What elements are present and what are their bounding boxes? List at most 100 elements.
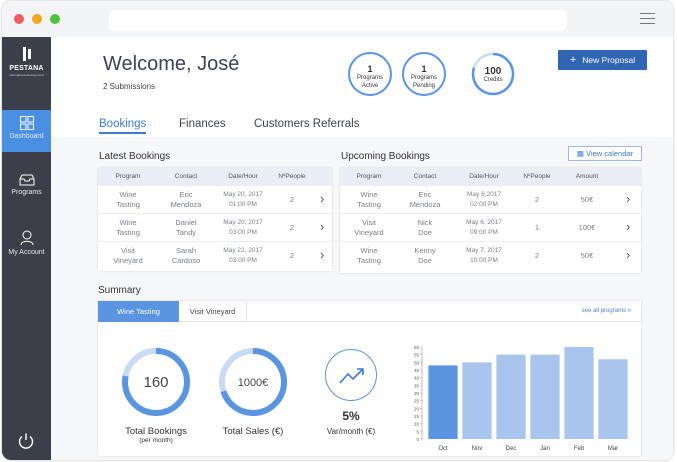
y-tick-label: 20: [414, 406, 420, 411]
latest-bookings-table: Program Contact Date/Hour NºPeople Wine T…: [98, 168, 332, 271]
chevron-right-icon[interactable]: ›: [626, 219, 631, 234]
upcoming-bookings-title: Upcoming Bookings: [341, 151, 430, 162]
tab-visit-vineyard[interactable]: Visit Vineyard: [179, 301, 247, 322]
programs-pending-stat: 1 Programs Pending: [402, 52, 446, 96]
sidebar-item-my-account[interactable]: My Account: [2, 224, 51, 266]
credits-label: Credits: [483, 77, 503, 83]
inbox-tray-icon: [19, 174, 34, 186]
tab-bar: Bookings Finances Customers Referrals: [51, 103, 673, 137]
cell-date: May 20, 2017 01:00 PM: [223, 191, 263, 208]
brand-name: PESTANA: [9, 65, 44, 72]
summary-panel: Wine Tasting Visit Vineyard see all prog…: [98, 301, 641, 456]
table-row[interactable]: Wine Tasting Eric Mendoza May 20, 2017 01:0…: [98, 185, 332, 213]
x-tick-label: Jan: [540, 446, 550, 452]
power-icon[interactable]: [17, 432, 35, 450]
column-header: Date/Hour: [228, 173, 258, 180]
cell-amount: 100€: [578, 223, 596, 232]
sidebar-item-programs[interactable]: Programs: [2, 168, 51, 210]
y-tick-label: 45: [414, 368, 420, 373]
total-bookings-sub: (per month): [139, 437, 173, 444]
y-tick-label: 0: [416, 437, 419, 442]
table-row[interactable]: Visit Vineyard Sarah Cardoso May 22, 2017 0…: [98, 241, 332, 269]
title-bar: [2, 1, 673, 37]
x-tick-label: Dec: [506, 446, 517, 452]
chevron-right-icon[interactable]: ›: [320, 191, 325, 206]
table-row[interactable]: Visit Vineyard Nick Doe May 6, 2017 09:00 P…: [340, 213, 641, 241]
table-row[interactable]: Wine Tasting Daniel Tandy May 20, 2017 03:0…: [98, 213, 332, 241]
column-header: NºPeople: [523, 173, 551, 180]
latest-bookings-title: Latest Bookings: [99, 151, 171, 162]
hamburger-menu-icon[interactable]: [640, 13, 655, 28]
chevron-right-icon[interactable]: ›: [320, 219, 325, 234]
new-proposal-button[interactable]: + New Proposal: [558, 50, 647, 70]
cell-program: Wine Tasting: [357, 190, 381, 209]
stat-value: 1: [367, 64, 373, 74]
cell-contact: Sarah Cardoso: [171, 246, 201, 265]
tab-wine-tasting[interactable]: Wine Tasting: [98, 301, 179, 322]
cell-date: May 6,2017 02:00 PM: [467, 191, 501, 208]
sidebar: PESTANA international development Dashbo…: [2, 37, 51, 460]
chart-bar[interactable]: [428, 365, 458, 439]
cell-amount: 50€: [580, 251, 594, 260]
chevron-right-icon[interactable]: ›: [626, 191, 631, 206]
address-bar[interactable]: [109, 10, 567, 31]
chart-bar[interactable]: [496, 354, 526, 439]
monthly-bar-chart: 0 5 10 15 20 25 30 35 40 45 50 55 60 Oct Nov Dec Jan Feb M…: [414, 345, 628, 452]
plus-icon: +: [569, 54, 577, 66]
column-header: Date/Hour: [469, 173, 499, 180]
brand-sub: international development: [9, 73, 44, 77]
chart-bar[interactable]: [598, 359, 628, 439]
sidebar-item-label: Dashboard: [9, 133, 44, 140]
stat-label: Programs: [410, 75, 437, 81]
total-bookings-label: Total Bookings: [125, 426, 187, 437]
chart-bar[interactable]: [564, 347, 594, 439]
cell-people: 2: [289, 195, 295, 204]
cell-people: 2: [534, 251, 540, 260]
y-tick-label: 35: [414, 383, 420, 388]
cell-date: May 6, 2017 09:00 PM: [466, 219, 502, 236]
new-proposal-label: New Proposal: [582, 55, 636, 65]
see-all-programs-link[interactable]: see all programs »: [581, 308, 631, 314]
cell-amount: 50€: [580, 195, 594, 204]
view-calendar-button[interactable]: ▦ View calendar: [568, 146, 642, 161]
stat-label: Pending: [412, 83, 436, 89]
tab-bookings[interactable]: Bookings: [99, 118, 147, 134]
credits-value: 100: [484, 66, 502, 77]
y-tick-label: 15: [414, 414, 420, 419]
view-calendar-label: View calendar: [586, 149, 634, 158]
x-tick-label: Nov: [472, 446, 483, 452]
trend-up-icon: [339, 368, 364, 384]
cell-program: Visit Vineyard: [354, 218, 384, 237]
summary-title: Summary: [98, 285, 141, 296]
y-tick-label: 50: [414, 360, 420, 365]
chart-bar[interactable]: [462, 362, 492, 439]
cell-program: Wine Tasting: [357, 246, 381, 265]
cell-people: 2: [289, 251, 295, 260]
logo-mark-icon: [2, 47, 51, 63]
chevron-right-icon[interactable]: ›: [320, 247, 325, 262]
sidebar-item-dashboard[interactable]: Dashboard: [2, 110, 51, 152]
cell-people: 1: [534, 223, 540, 232]
total-bookings-ring: 160: [122, 348, 190, 416]
tab-customers-referrals[interactable]: Customers Referrals: [254, 118, 360, 130]
main-content: Welcome, José 2 Submissions 1 Programs A…: [51, 37, 673, 460]
close-window-button[interactable]: [14, 14, 24, 24]
variation-circle: [325, 349, 377, 401]
maximize-window-button[interactable]: [50, 14, 60, 24]
cell-contact: Kenny Doe: [414, 246, 436, 265]
stat-label: Programs: [356, 75, 383, 81]
calendar-icon: ▦: [576, 149, 587, 158]
tab-finances[interactable]: Finances: [179, 118, 226, 130]
total-bookings-value: 160: [143, 374, 168, 391]
x-tick-label: Mar: [608, 446, 618, 452]
chart-bar[interactable]: [530, 354, 560, 439]
table-row[interactable]: Wine Tasting Kenny Doe May 7, 2017 10:00 PM…: [340, 241, 641, 269]
minimize-window-button[interactable]: [32, 14, 42, 24]
stat-value: 1: [421, 64, 427, 74]
table-header: Program Contact Date/Hour NºPeople: [98, 168, 332, 185]
upcoming-bookings-table: Program Contact Date/Hour NºPeople Amoun…: [340, 168, 641, 273]
sidebar-item-label: Programs: [11, 189, 42, 196]
table-row[interactable]: Wine Tasting Eric Mendoza May 6,2017 02:00 …: [340, 185, 641, 213]
chevron-right-icon[interactable]: ›: [626, 247, 631, 262]
